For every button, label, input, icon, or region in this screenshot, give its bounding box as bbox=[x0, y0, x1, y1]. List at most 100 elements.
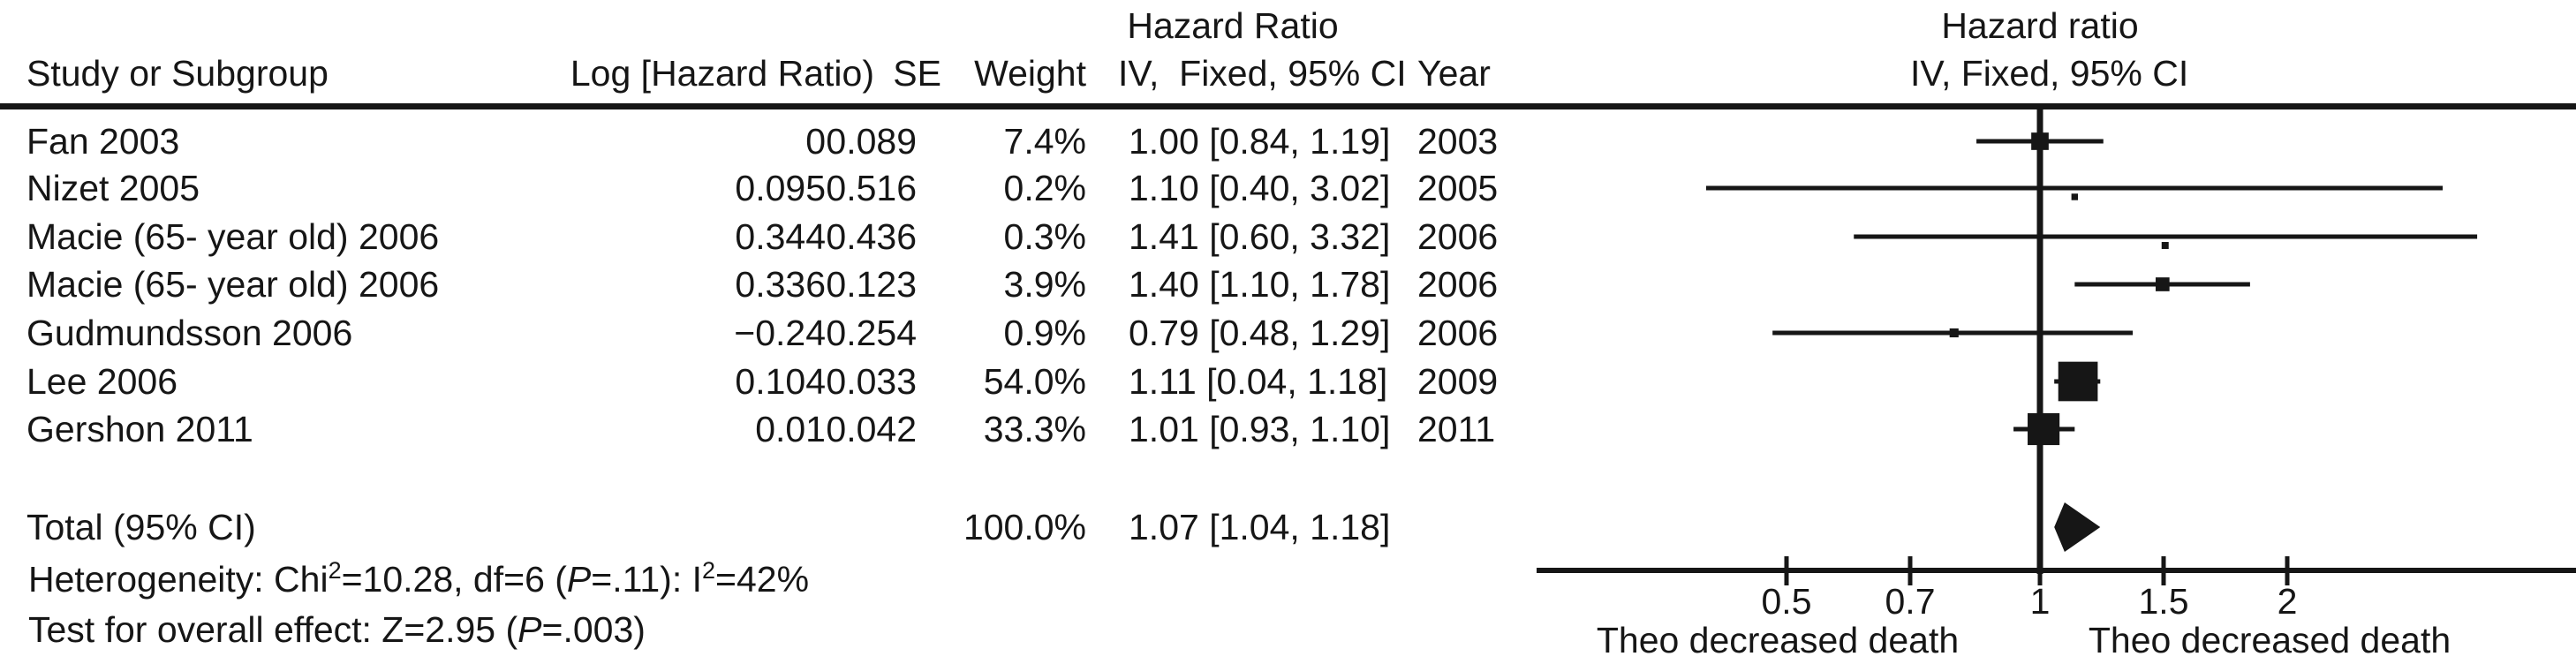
header-log-hazard-ratio: Log [Hazard Ratio) bbox=[570, 53, 874, 94]
header-year: Year bbox=[1417, 53, 1491, 94]
cell-hr_ci: 1.10 [0.40, 3.02] bbox=[1129, 168, 1391, 208]
note-segment: 2 bbox=[328, 557, 342, 584]
cell-hr_ci: 1.01 [0.93, 1.10] bbox=[1129, 409, 1391, 449]
cell-study: Lee 2006 bbox=[26, 361, 178, 402]
cell-se: 0.436 bbox=[826, 216, 917, 257]
cell-weight: 0.9% bbox=[1003, 313, 1086, 353]
ci-line bbox=[2013, 426, 2075, 432]
cell-year: 2005 bbox=[1417, 168, 1499, 208]
cell-log_hr: 0.01 bbox=[755, 409, 826, 449]
cell-hr_ci: 1.41 [0.60, 3.32] bbox=[1129, 216, 1391, 257]
header-se: SE bbox=[893, 53, 941, 94]
axis-line bbox=[1537, 568, 2576, 573]
effect-marker bbox=[2028, 412, 2060, 446]
cell-study: Macie (65- year old) 2006 bbox=[26, 264, 440, 305]
effect-marker bbox=[2031, 132, 2049, 150]
axis-caption-left: Theo decreased death bbox=[1596, 620, 1960, 660]
cell-year: 2009 bbox=[1417, 361, 1499, 402]
cell-study: Gudmundsson 2006 bbox=[26, 313, 353, 353]
cell-hr_ci: 1.00 [0.84, 1.19] bbox=[1129, 121, 1391, 162]
cell-log_hr: 0.344 bbox=[735, 216, 826, 257]
cell-weight: 3.9% bbox=[1003, 264, 1086, 305]
ci-line bbox=[1976, 139, 2104, 144]
reference-line bbox=[2036, 108, 2043, 574]
header-weight: Weight bbox=[974, 53, 1086, 94]
cell-study: Macie (65- year old) 2006 bbox=[26, 216, 440, 257]
cell-weight: 100.0% bbox=[963, 507, 1086, 547]
axis-tick-label: 1 bbox=[2029, 581, 2051, 622]
total-row: Total (95% CI) 100.0% 1.07 [1.04, 1.18] bbox=[0, 503, 1545, 551]
axis-tick-label: 1.5 bbox=[2138, 581, 2189, 622]
ci-line bbox=[2074, 282, 2250, 287]
table-row: Gudmundsson 2006 −0.24 0.254 0.9% 0.79 [0.48… bbox=[0, 309, 1545, 357]
heterogeneity-note: Heterogeneity: Chi2=10.28, df=6 (P=.11):… bbox=[28, 557, 809, 606]
cell-log_hr: 0.095 bbox=[735, 168, 826, 208]
table-row: Fan 2003 0 0.089 7.4% 1.00 [0.84, 1.19] 2003 bbox=[0, 117, 1545, 165]
table-row: Macie (65- year old) 2006 0.344 0.436 0.3% 1… bbox=[0, 213, 1545, 260]
cell-hr_ci: 1.07 [1.04, 1.18] bbox=[1129, 507, 1391, 547]
axis-tick-label: 0.5 bbox=[1761, 581, 1812, 622]
cell-year: 2006 bbox=[1417, 313, 1499, 353]
header-iv-fixed-ci-table: IV, Fixed, 95% CI bbox=[1118, 53, 1407, 94]
cell-weight: 0.3% bbox=[1003, 216, 1086, 257]
effect-marker bbox=[2155, 277, 2170, 291]
note-segment: =10.28, df=6 ( bbox=[341, 559, 567, 600]
cell-weight: 0.2% bbox=[1003, 168, 1086, 208]
note-segment: Heterogeneity: Chi bbox=[28, 559, 329, 600]
table-row: Macie (65- year old) 2006 0.336 0.123 3.9% 1… bbox=[0, 260, 1545, 308]
ci-line bbox=[2054, 379, 2101, 384]
axis-tick-label: 2 bbox=[2277, 581, 2298, 622]
cell-log_hr: 0.104 bbox=[735, 361, 826, 402]
header-iv-fixed-ci-plot: IV, Fixed, 95% CI bbox=[1910, 53, 2189, 94]
note-segment: Test for overall effect: Z=2.95 ( bbox=[28, 609, 518, 650]
cell-year: 2006 bbox=[1417, 216, 1499, 257]
cell-hr_ci: 0.79 [0.48, 1.29] bbox=[1129, 313, 1391, 353]
axis-caption-right: Theo decreased death bbox=[2088, 620, 2451, 660]
cell-study: Total (95% CI) bbox=[26, 507, 256, 547]
overall-effect-note: Test for overall effect: Z=2.95 (P=.003) bbox=[28, 607, 646, 652]
header-hazard-ratio-table: Hazard Ratio bbox=[1127, 5, 1339, 46]
cell-study: Gershon 2011 bbox=[26, 409, 253, 449]
cell-se: 0.089 bbox=[826, 121, 917, 162]
cell-se: 0.123 bbox=[826, 264, 917, 305]
cell-year: 2003 bbox=[1417, 121, 1499, 162]
cell-se: 0.033 bbox=[826, 361, 917, 402]
ci-line bbox=[1772, 330, 2134, 336]
table-row: Nizet 2005 0.095 0.516 0.2% 1.10 [0.40, 3.02… bbox=[0, 164, 1545, 212]
cell-weight: 33.3% bbox=[983, 409, 1086, 449]
ci-line bbox=[1854, 234, 2478, 239]
note-segment: P bbox=[566, 559, 592, 600]
cell-weight: 7.4% bbox=[1003, 121, 1086, 162]
cell-study: Nizet 2005 bbox=[26, 168, 200, 208]
note-segment: 2 bbox=[702, 557, 716, 584]
cell-hr_ci: 1.40 [1.10, 1.78] bbox=[1129, 264, 1391, 305]
note-segment: P bbox=[517, 609, 542, 650]
note-segment: =42% bbox=[715, 559, 810, 600]
table-row: Gershon 2011 0.01 0.042 33.3% 1.01 [0.93, 1.… bbox=[0, 405, 1545, 453]
cell-se: 0.042 bbox=[826, 409, 917, 449]
cell-year: 2006 bbox=[1417, 264, 1499, 305]
cell-year: 2011 bbox=[1417, 409, 1496, 449]
header-hazard-ratio-plot: Hazard ratio bbox=[1941, 5, 2139, 46]
table-row: Lee 2006 0.104 0.033 54.0% 1.11 [0.04, 1.18]… bbox=[0, 358, 1545, 405]
cell-log_hr: 0 bbox=[805, 121, 826, 162]
summary-diamond bbox=[2054, 502, 2101, 552]
note-segment: =.003) bbox=[541, 609, 646, 650]
header-divider-rule bbox=[0, 103, 2576, 109]
axis-tick-label: 0.7 bbox=[1885, 581, 1936, 622]
cell-se: 0.516 bbox=[826, 168, 917, 208]
effect-marker bbox=[2058, 361, 2098, 402]
ci-line bbox=[1705, 185, 2444, 191]
effect-marker bbox=[1949, 328, 1959, 338]
effect-marker bbox=[2161, 242, 2169, 249]
cell-log_hr: 0.336 bbox=[735, 264, 826, 305]
cell-study: Fan 2003 bbox=[26, 121, 180, 162]
header-study-or-subgroup: Study or Subgroup bbox=[26, 53, 329, 94]
cell-weight: 54.0% bbox=[983, 361, 1086, 402]
note-segment: =.11): I bbox=[591, 559, 703, 600]
cell-log_hr: −0.24 bbox=[734, 313, 826, 353]
cell-se: 0.254 bbox=[826, 313, 917, 353]
cell-hr_ci: 1.11 [0.04, 1.18] bbox=[1129, 361, 1388, 402]
effect-marker bbox=[2071, 193, 2079, 200]
